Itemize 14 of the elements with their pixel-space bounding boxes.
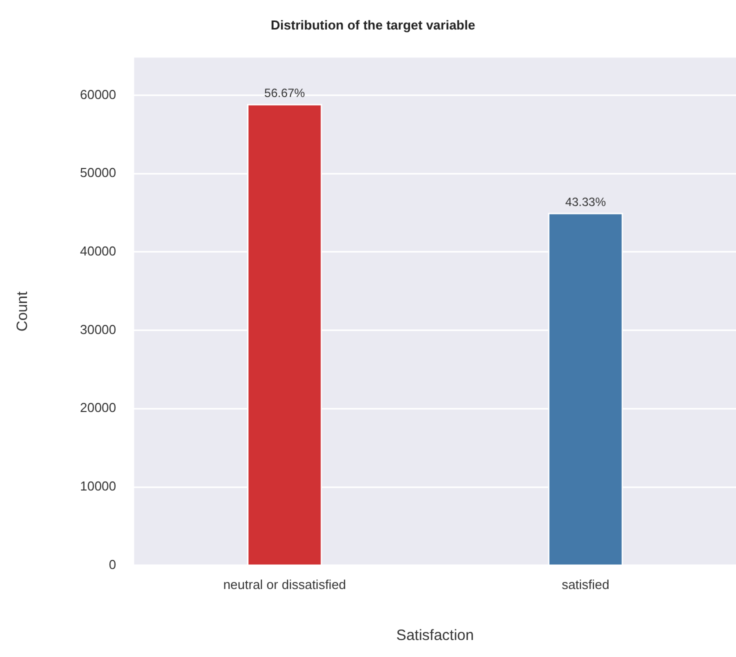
y-axis-title: Count	[14, 290, 32, 332]
y-tick-label: 30000	[80, 322, 116, 337]
y-tick-label: 20000	[80, 400, 116, 416]
x-axis-title: Satisfaction	[396, 627, 474, 644]
y-tick-label: 40000	[80, 244, 116, 259]
annotation: 56.67%	[264, 86, 306, 100]
y-tick-label: 0	[108, 556, 116, 572]
y-tick-label: 60000	[80, 86, 116, 102]
y-tick-label: 50000	[80, 165, 116, 180]
chart-title: Distribution of the target variable	[270, 17, 476, 32]
y-tick-label: 10000	[80, 478, 116, 494]
annotation: 43.33%	[565, 195, 606, 210]
x-tick-label: satisfied	[562, 576, 610, 592]
x-tick-label: neutral or dissatisfied	[223, 576, 346, 592]
